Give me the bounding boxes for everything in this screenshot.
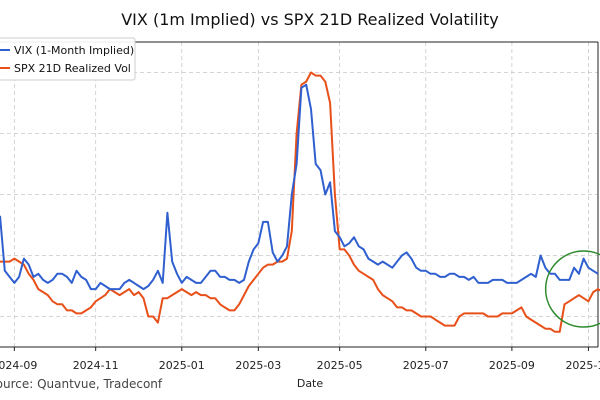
- annotation-circle: [544, 250, 600, 328]
- source-note: Source: Quantvue, Tradeconf: [0, 377, 163, 391]
- legend-label-vix: VIX (1-Month Implied): [14, 44, 134, 57]
- x-tick-label: 2025-09: [489, 359, 535, 372]
- x-tick-label: 2025-03: [235, 359, 281, 372]
- series-line-realized: [0, 71, 600, 333]
- legend: VIX (1-Month Implied) SPX 21D Realized V…: [0, 37, 136, 81]
- series-line-vix: [0, 83, 599, 291]
- grid: [0, 42, 598, 347]
- legend-label-realized: SPX 21D Realized Vol: [14, 62, 131, 75]
- x-axis-label: Date: [297, 377, 324, 390]
- x-tick-label: 2025-01: [159, 359, 205, 372]
- x-ticks: 2024-09 2024-11 2025-01 2025-03 2025-05 2025-…: [0, 347, 600, 372]
- x-tick-label: 2025-11: [565, 359, 600, 372]
- x-tick-label: 2024-11: [73, 359, 119, 372]
- x-tick-label: 2025-05: [317, 359, 363, 372]
- chart-title: VIX (1m Implied) vs SPX 21D Realized Vol…: [121, 10, 499, 29]
- x-tick-label: 2024-09: [0, 359, 37, 372]
- x-tick-label: 2025-07: [403, 359, 449, 372]
- series-group: [0, 71, 600, 333]
- legend-box: [0, 37, 136, 81]
